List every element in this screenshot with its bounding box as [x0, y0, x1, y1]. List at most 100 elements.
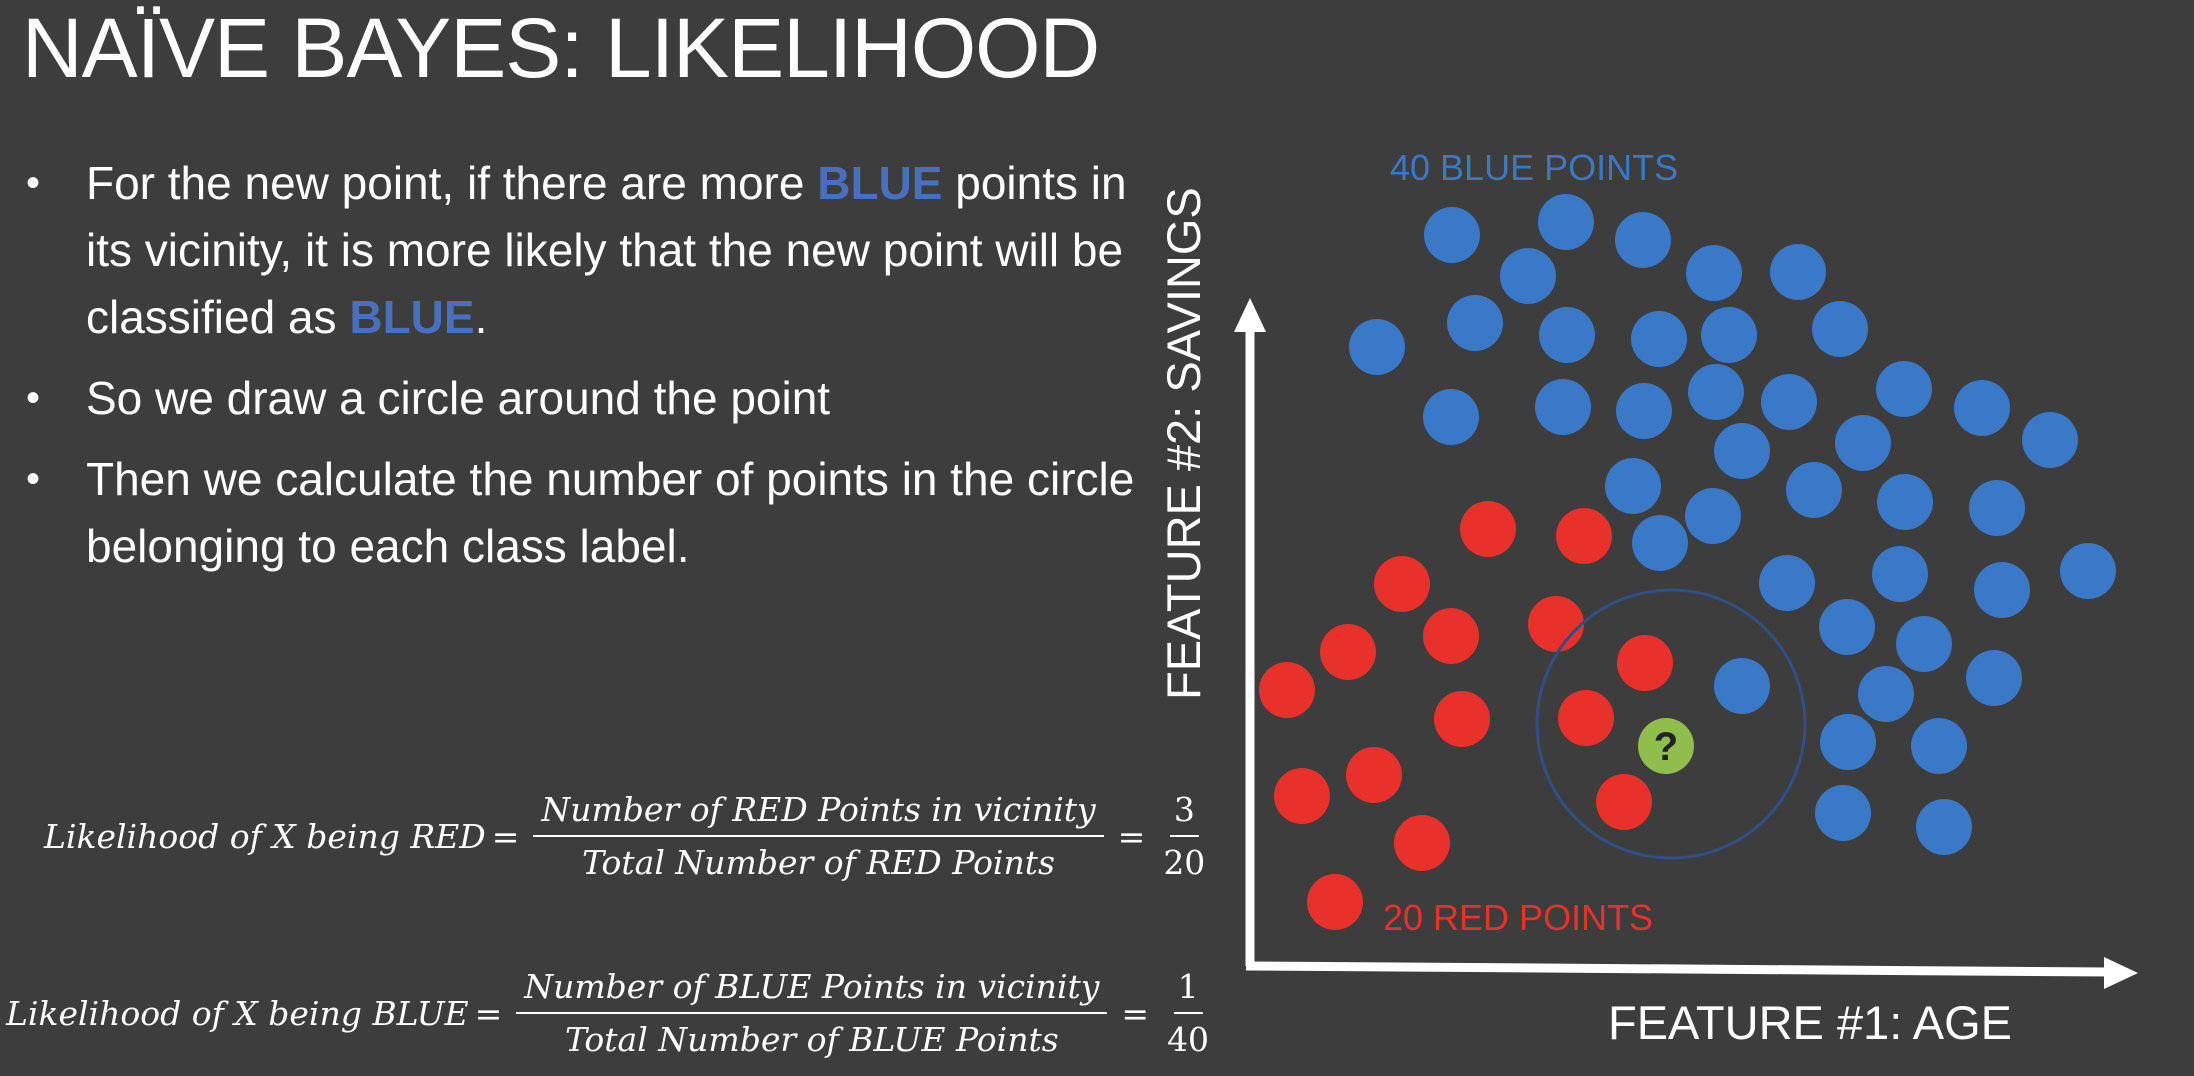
red-point: [1617, 635, 1673, 691]
blue-point: [1877, 474, 1933, 530]
x-axis-arrow-icon: [2104, 957, 2138, 989]
blue-point: [1605, 458, 1661, 514]
vicinity-circle: [1535, 588, 1807, 860]
blue-point: [1701, 307, 1757, 363]
blue-point: [1714, 423, 1770, 479]
blue-point: [1714, 658, 1770, 714]
blue-points-group: [1349, 194, 2116, 855]
bullet-item: For the new point, if there are more BLU…: [0, 150, 1160, 351]
formula-blue-denominator: Total Number of BLUE Points: [564, 1020, 1059, 1059]
red-point: [1374, 556, 1430, 612]
red-point: [1307, 874, 1363, 930]
formula-blue-value-den: 40: [1167, 1020, 1210, 1059]
red-point: [1423, 608, 1479, 664]
formula-blue-value-num: 1: [1173, 967, 1203, 1014]
formula-red-value-num: 3: [1169, 790, 1199, 837]
blue-points-label: 40 BLUE POINTS: [1390, 147, 1678, 188]
blue-point: [1786, 462, 1842, 518]
blue-point: [1632, 515, 1688, 571]
red-points-group: [1259, 501, 1673, 930]
blue-point: [1969, 480, 2025, 536]
blue-point: [1349, 319, 1405, 375]
equals-sign: =: [491, 816, 520, 856]
blue-point: [1876, 361, 1932, 417]
blue-point: [1916, 799, 1972, 855]
red-point: [1346, 747, 1402, 803]
bullet-list: For the new point, if there are more BLU…: [0, 150, 1160, 594]
blue-point: [1911, 718, 1967, 774]
blue-point: [1812, 301, 1868, 357]
blue-point: [1761, 374, 1817, 430]
blue-point: [1447, 295, 1503, 351]
blue-point: [1815, 785, 1871, 841]
blue-point: [1500, 248, 1556, 304]
blue-point: [1538, 194, 1594, 250]
red-point: [1596, 774, 1652, 830]
red-point: [1434, 691, 1490, 747]
formula-red-value: 3 20: [1159, 790, 1209, 882]
blue-point: [1819, 599, 1875, 655]
highlight-text: BLUE: [349, 291, 475, 343]
blue-point: [2022, 412, 2078, 468]
blue-point: [1685, 488, 1741, 544]
blue-point: [1423, 389, 1479, 445]
axes: [1234, 298, 2138, 989]
bullet-text: points in its vicinity, it is more likel…: [86, 157, 1127, 343]
blue-point: [1954, 380, 2010, 436]
formula-blue-fraction: Number of BLUE Points in vicinity Total …: [516, 967, 1108, 1059]
blue-point: [1688, 364, 1744, 420]
blue-point: [1835, 415, 1891, 471]
equals-sign: =: [1121, 993, 1150, 1033]
blue-point: [1759, 555, 1815, 611]
formula-red-value-den: 20: [1163, 843, 1206, 882]
blue-point: [1896, 616, 1952, 672]
blue-point: [1615, 212, 1671, 268]
formula-red-numerator: Number of RED Points in vicinity: [533, 790, 1104, 837]
blue-point: [1820, 714, 1876, 770]
formula-blue-value: 1 40: [1163, 967, 1213, 1059]
red-point: [1460, 501, 1516, 557]
bullet-item: Then we calculate the number of points i…: [0, 446, 1160, 580]
blue-point: [1686, 245, 1742, 301]
blue-point: [1539, 307, 1595, 363]
bullet-text: .: [474, 291, 488, 343]
bullet-text: Then we calculate the number of points i…: [86, 453, 1135, 572]
highlight-text: BLUE: [817, 157, 943, 209]
blue-point: [1424, 207, 1480, 263]
bullet-text: For the new point, if there are more: [86, 157, 818, 209]
blue-point: [1974, 562, 2030, 618]
red-points-label: 20 RED POINTS: [1383, 897, 1653, 938]
blue-point: [1535, 379, 1591, 435]
red-point: [1394, 815, 1450, 871]
blue-point: [1616, 383, 1672, 439]
bullet-text: So we draw a circle around the point: [86, 372, 831, 424]
red-point: [1528, 596, 1584, 652]
blue-point: [1631, 311, 1687, 367]
blue-point: [1872, 546, 1928, 602]
red-point: [1556, 508, 1612, 564]
formula-red-denominator: Total Number of RED Points: [582, 843, 1055, 882]
x-axis: [1245, 961, 2113, 977]
red-point: [1274, 768, 1330, 824]
y-axis-label: FEATURE #2: SAVINGS: [1157, 187, 1210, 700]
equals-sign: =: [1117, 816, 1146, 856]
formula-blue-numerator: Number of BLUE Points in vicinity: [516, 967, 1108, 1014]
formula-likelihood-red: Likelihood of X being RED = Number of RE…: [44, 790, 1217, 882]
red-point: [1558, 690, 1614, 746]
blue-point: [1858, 666, 1914, 722]
formula-red-lhs: Likelihood of X being RED: [44, 816, 486, 856]
y-axis-arrow-icon: [1234, 298, 1266, 332]
blue-point: [1770, 244, 1826, 300]
slide-title: NAÏVE BAYES: LIKELIHOOD: [22, 1, 1100, 95]
bullet-item: So we draw a circle around the point: [0, 365, 1160, 432]
equals-sign: =: [474, 993, 503, 1033]
blue-point: [1966, 650, 2022, 706]
new-point: ?: [1638, 718, 1694, 774]
new-point-label: ?: [1654, 725, 1678, 769]
x-axis-label: FEATURE #1: AGE: [1608, 996, 2012, 1049]
formula-likelihood-blue: Likelihood of X being BLUE = Number of B…: [6, 967, 1221, 1059]
formula-red-fraction: Number of RED Points in vicinity Total N…: [533, 790, 1104, 882]
formula-blue-lhs: Likelihood of X being BLUE: [6, 993, 469, 1033]
red-point: [1320, 624, 1376, 680]
